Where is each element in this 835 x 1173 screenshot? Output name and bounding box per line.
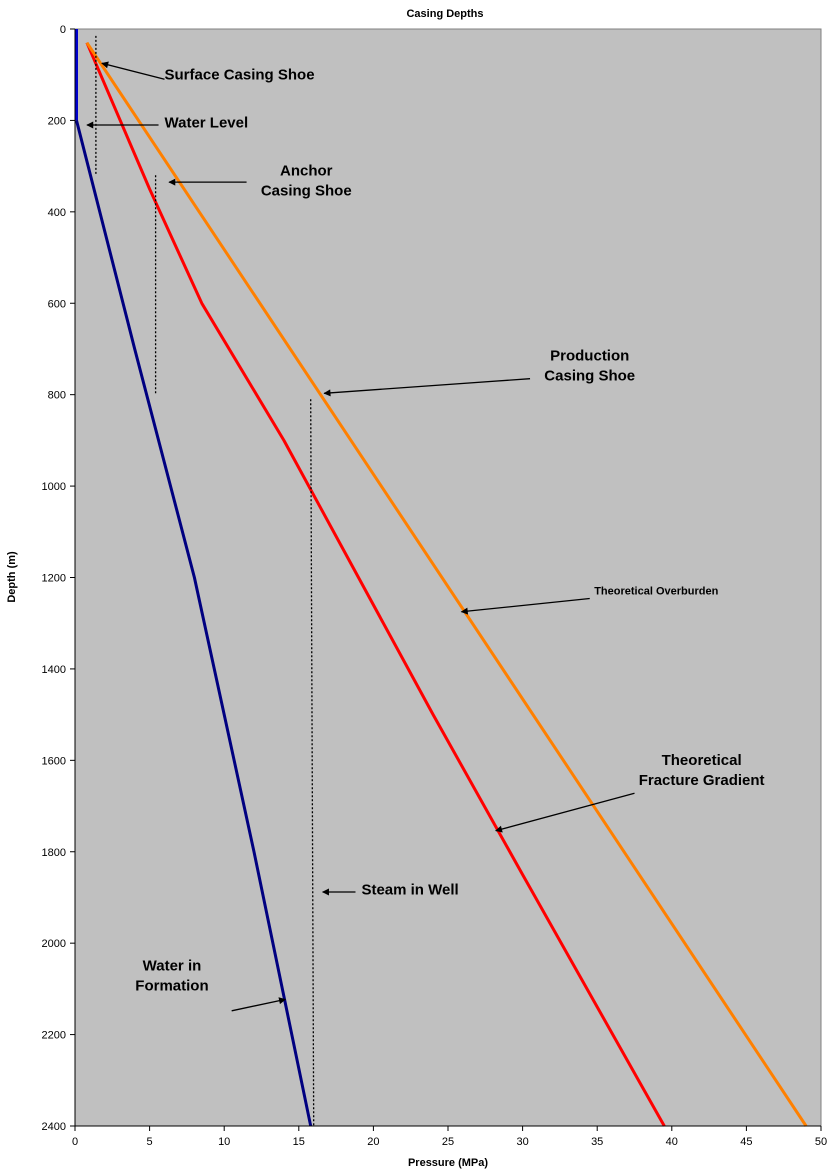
annotation-label: Surface Casing Shoe [165,66,315,83]
annotation-label: Water Level [165,114,249,131]
annotation-label: Steam in Well [361,881,458,898]
y-tick-label: 2400 [42,1121,66,1133]
x-tick-label: 35 [591,1136,603,1148]
series-line-2 [85,42,666,1127]
annotation-label: Fracture Gradient [639,772,765,789]
y-tick-label: 1800 [42,847,66,859]
y-tick-label: 0 [60,24,66,36]
series-line-6 [310,399,315,1127]
x-tick-label: 20 [367,1136,379,1148]
annotation-arrow [101,61,165,80]
annotation-label: Theoretical Overburden [594,585,718,597]
y-tick-label: 1200 [42,573,66,585]
y-tick-label: 200 [48,115,66,127]
y-tick-label: 2200 [42,1030,66,1042]
annotation-label: Formation [135,978,208,995]
x-tick-label: 40 [666,1136,678,1148]
series-layer [75,29,808,1127]
annotation-label: Casing Shoe [261,182,352,199]
y-tick-label: 1600 [42,755,66,767]
x-tick-label: 30 [516,1136,528,1148]
annotation-label: Casing Shoe [544,367,635,384]
annotation-layer: Surface Casing Shoe Water Level Anchor Casi… [86,61,765,1012]
y-tick-label: 2000 [42,938,66,950]
x-axis-title: Pressure (MPa) [408,1157,488,1169]
y-tick-label: 1400 [42,664,66,676]
y-tick-label: 800 [48,390,66,402]
annotation-arrow [231,997,287,1012]
x-axis-ticks: 0 5 10 15 20 25 30 35 40 45 50 [72,1126,827,1148]
x-tick-label: 10 [218,1136,230,1148]
y-axis-ticks: 0 200 400 600 800 1000 1200 1400 1600 1800 2000 220… [42,24,75,1133]
annotation-arrow [323,378,531,397]
y-axis-title: Depth (m) [6,551,18,603]
annotation-arrow [460,597,590,615]
annotation-arrow [495,792,635,833]
x-tick-label: 15 [293,1136,305,1148]
x-tick-label: 5 [147,1136,153,1148]
y-tick-label: 1000 [42,481,66,493]
annotation-label: Production [550,347,629,364]
series-line-1 [75,120,313,1127]
x-tick-label: 45 [740,1136,752,1148]
x-tick-label: 25 [442,1136,454,1148]
series-line-3 [85,41,808,1127]
annotation-label: Theoretical [662,752,742,769]
y-tick-label: 600 [48,298,66,310]
annotation-label: Anchor [280,162,333,179]
annotation-label: Water in [143,958,202,975]
y-tick-label: 400 [48,207,66,219]
x-tick-label: 50 [815,1136,827,1148]
x-tick-label: 0 [72,1136,78,1148]
chart-title: Casing Depths [406,8,483,20]
